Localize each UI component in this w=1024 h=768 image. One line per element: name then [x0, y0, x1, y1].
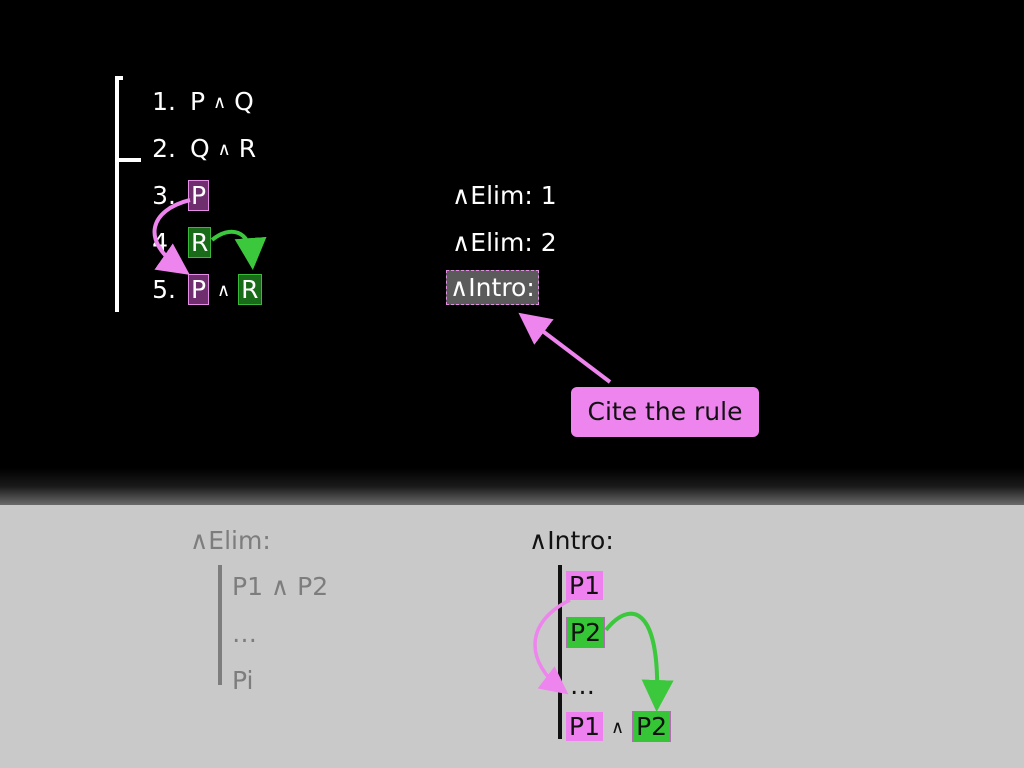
line-5-left: P: [188, 274, 210, 305]
intro-rule-title: ∧Intro:: [529, 526, 614, 555]
intro-green-arrow: [604, 611, 674, 712]
proof-scope-bar: [115, 76, 119, 312]
panel-divider-gradient: [0, 468, 1024, 505]
rule-citation-3: ∧Elim: 1: [452, 181, 557, 210]
proof-line-3: P: [188, 180, 210, 211]
intro-line-p1: P1: [566, 571, 603, 601]
line-number-5: 5.: [152, 275, 176, 304]
premise-bar-top: [115, 76, 123, 80]
callout-pointer-arrow: [518, 312, 612, 384]
intro-concl-right: P2: [632, 711, 672, 742]
line-number-2: 2.: [152, 134, 176, 163]
proof-line-1: P ∧ Q: [190, 87, 254, 118]
intro-line-ellipsis: …: [570, 671, 595, 700]
line-3-formula: P: [188, 180, 210, 211]
elim-line-conjunction: P1 ∧ P2: [232, 572, 329, 601]
proof-line-2: Q ∧ R: [190, 134, 256, 165]
line-2-left: Q: [190, 134, 210, 163]
premise-separator: [115, 158, 141, 162]
rule-citation-4: ∧Elim: 2: [452, 228, 557, 257]
and-operator: ∧: [217, 280, 231, 301]
elim-line-conclusion: Pi: [232, 666, 254, 695]
proof-line-4: R: [188, 227, 212, 258]
elim-rule-title: ∧Elim:: [190, 526, 271, 555]
line-5-right: R: [238, 274, 262, 305]
intro-p2: P2: [566, 617, 605, 648]
line-1-left: P: [190, 87, 206, 116]
cite-the-rule-callout: Cite the rule: [571, 387, 759, 437]
and-operator: ∧: [610, 717, 625, 738]
line-1-right: Q: [234, 87, 254, 116]
intro-p1: P1: [566, 571, 603, 600]
line-number-3: 3.: [152, 181, 176, 210]
pink-arrow-p-to-conjunction: [152, 198, 191, 275]
elim-line-ellipsis: …: [232, 619, 257, 648]
green-arrow-r-to-conjunction: [210, 229, 267, 270]
intro-line-p2: P2: [566, 617, 605, 648]
intro-line-conclusion: P1 ∧ P2: [566, 711, 672, 743]
and-operator: ∧: [213, 92, 227, 113]
line-4-formula: R: [188, 227, 212, 258]
line-2-right: R: [238, 134, 257, 163]
proof-line-5: P ∧ R: [188, 274, 262, 306]
intro-concl-left: P1: [566, 712, 603, 741]
rule-citation-5: ∧Intro:: [446, 270, 539, 305]
intro-pink-arrow: [533, 598, 571, 695]
intro-scope-bar: [558, 565, 562, 739]
elim-scope-bar: [218, 565, 222, 685]
intro-rule-citation: ∧Intro:: [446, 270, 539, 305]
and-operator: ∧: [217, 139, 231, 160]
rules-panel: [0, 505, 1024, 768]
line-number-1: 1.: [152, 87, 176, 116]
